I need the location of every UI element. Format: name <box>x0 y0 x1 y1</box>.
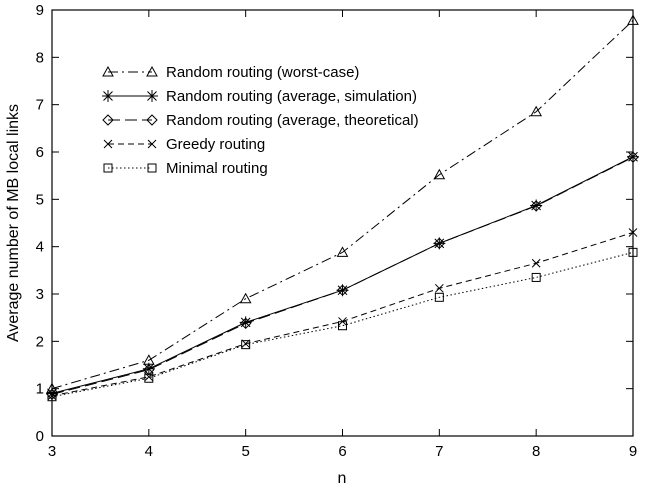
y-tick-label: 9 <box>36 2 44 19</box>
data-point-square <box>241 340 251 350</box>
x-tick-label: 3 <box>48 443 56 460</box>
axis-ticks: 3 4 5 6 7 8 9 0 1 2 3 4 5 6 7 8 9 <box>36 2 638 460</box>
y-tick-label: 3 <box>36 286 44 303</box>
legend-label: Random routing (average, simulation) <box>166 88 417 105</box>
legend-marker-square <box>103 163 113 173</box>
legend-marker-cross <box>103 139 113 149</box>
x-tick-label: 5 <box>241 443 249 460</box>
legend-marker-diamond <box>102 114 114 126</box>
data-point-diamond <box>627 151 639 163</box>
series-2 <box>46 151 639 401</box>
series-line <box>51 251 634 398</box>
legend-marker-triangle <box>146 65 158 77</box>
data-point-diamond <box>239 317 252 330</box>
x-tick-label: 7 <box>435 443 443 460</box>
data-point-cross <box>434 283 444 293</box>
x-tick-label: 8 <box>532 443 540 460</box>
legend-marker-triangle <box>102 65 114 77</box>
data-point-triangle <box>239 292 252 304</box>
series-1 <box>46 150 639 400</box>
series-3 <box>47 228 638 401</box>
y-tick-label: 1 <box>36 381 44 398</box>
data-point-square <box>531 272 541 282</box>
data-point-asterisk <box>239 316 252 329</box>
data-point-square <box>434 292 444 302</box>
data-point-triangle <box>627 14 639 25</box>
legend-entry: Minimal routing <box>103 160 268 177</box>
x-tick-label: 4 <box>145 443 153 460</box>
series-line <box>51 20 634 390</box>
legend-label: Random routing (average, theoretical) <box>166 112 419 129</box>
data-point-cross <box>628 228 638 237</box>
series-0 <box>46 14 639 394</box>
data-point-square <box>628 247 638 257</box>
data-point-triangle <box>530 105 543 117</box>
data-point-diamond <box>433 237 446 250</box>
x-tick-label: 9 <box>629 443 637 460</box>
legend-label: Greedy routing <box>166 136 265 153</box>
data-point-asterisk <box>46 387 58 400</box>
y-tick-label: 2 <box>36 333 44 350</box>
legend-label: Minimal routing <box>166 160 268 177</box>
data-point-diamond <box>336 284 349 296</box>
data-point-square <box>47 392 57 402</box>
legend-entry: Random routing (worst-case) <box>102 64 359 81</box>
data-point-triangle <box>433 168 446 180</box>
y-tick-label: 8 <box>36 49 44 66</box>
legend-entry: Random routing (average, theoretical) <box>102 112 419 129</box>
legend-entry: Greedy routing <box>103 136 265 153</box>
data-point-cross <box>531 258 541 268</box>
series-lines <box>46 14 639 402</box>
y-tick-label: 4 <box>36 239 44 256</box>
legend-marker-asterisk <box>102 90 114 102</box>
y-tick-label: 6 <box>36 144 44 161</box>
data-point-square <box>338 321 347 331</box>
legend-marker-asterisk <box>146 90 158 102</box>
series-4 <box>47 247 638 402</box>
y-tick-label: 0 <box>36 428 44 445</box>
legend-entry: Random routing (average, simulation) <box>102 88 417 105</box>
y-tick-label: 7 <box>36 97 44 114</box>
data-point-triangle <box>336 246 349 257</box>
data-point-asterisk <box>627 150 639 163</box>
legend-marker-cross <box>147 139 157 149</box>
legend-marker-square <box>147 163 157 173</box>
x-tick-label: 6 <box>338 443 346 460</box>
legend-label: Random routing (worst-case) <box>166 64 359 81</box>
x-axis-title: n <box>338 470 347 487</box>
y-axis-title: Average number of MB local links <box>5 104 22 342</box>
data-point-asterisk <box>142 362 155 375</box>
legend: Random routing (worst-case) Random routin… <box>102 64 419 177</box>
data-point-diamond <box>530 200 542 212</box>
y-tick-label: 5 <box>36 191 44 208</box>
series-line <box>51 156 634 395</box>
data-point-square <box>144 373 154 383</box>
legend-marker-diamond <box>146 114 158 126</box>
